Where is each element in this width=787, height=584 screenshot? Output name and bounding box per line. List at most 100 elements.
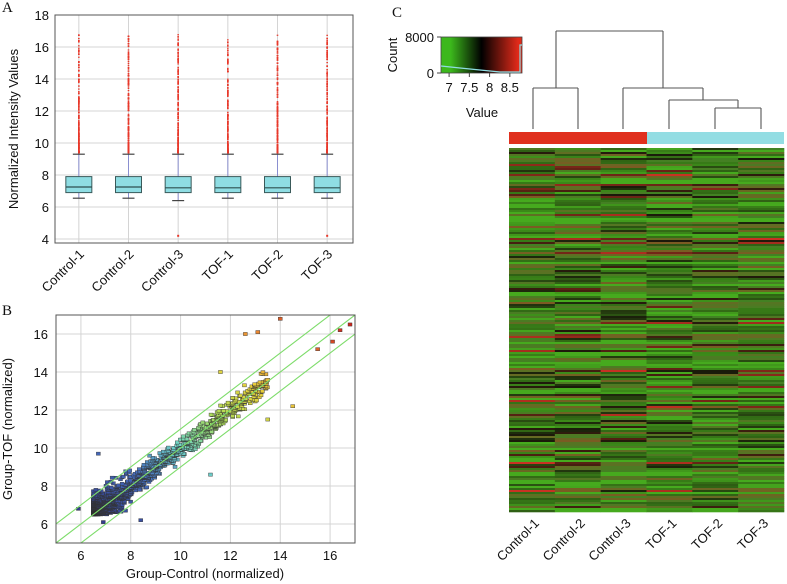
heatmap-cell: [554, 282, 601, 285]
heatmap-cell: [600, 458, 647, 461]
heatmap-cell: [600, 478, 647, 481]
heatmap-cell: [692, 296, 739, 299]
outlier-point: [127, 64, 130, 66]
outlier-point: [276, 144, 279, 146]
outlier-point: [78, 136, 80, 138]
heatmap-cell: [600, 330, 647, 333]
heatmap-cell: [600, 434, 647, 437]
heatmap-cell: [600, 198, 647, 201]
outlier-point: [326, 132, 328, 134]
outlier-point: [227, 45, 229, 47]
heatmap-cell: [554, 324, 601, 327]
heatmap-cell: [600, 276, 647, 279]
scatter-point: [141, 463, 147, 467]
outlier-point: [276, 123, 279, 126]
heatmap-cell: [600, 338, 647, 341]
outlier-point: [227, 99, 229, 101]
heatmap-cell: [646, 442, 693, 445]
heatmap-cell: [738, 334, 785, 337]
outlier-point: [326, 86, 328, 88]
outlier-point: [177, 55, 179, 57]
outlier-point: [326, 77, 328, 79]
heatmap-cell: [600, 412, 647, 415]
outlier-point: [177, 68, 179, 70]
heatmap-cell: [646, 242, 693, 245]
heatmap-cell: [509, 308, 556, 311]
heatmap-cell: [646, 310, 693, 313]
outlier-point: [227, 117, 229, 120]
heatmap-cell: [692, 412, 739, 415]
outlier-point: [276, 65, 279, 67]
outlier-point: [326, 100, 328, 102]
heatmap-cell: [646, 318, 693, 321]
heatmap-cell: [738, 322, 785, 325]
scatter-point: [96, 451, 101, 456]
heatmap-cell: [646, 266, 693, 269]
outlier-point: [78, 109, 80, 111]
panel-c-heatmap: C 8000 0 Count 7 7.5 8 8.5 Value: [385, 5, 785, 564]
outlier-point: [177, 34, 179, 36]
heatmap-cell: [692, 470, 739, 473]
heatmap-cell: [692, 318, 739, 321]
outlier-point: [127, 101, 130, 103]
outlier-point: [276, 94, 279, 96]
outlier-point: [127, 90, 130, 92]
heatmap-cell: [509, 454, 556, 457]
heatmap-cell: [600, 386, 647, 389]
outlier-point: [177, 126, 179, 128]
heatmap-cell: [554, 454, 601, 457]
heatmap-cell: [646, 296, 693, 299]
heatmap-cell: [509, 392, 556, 395]
outlier-point: [227, 124, 229, 126]
heatmap-cell: [554, 176, 601, 179]
outlier-point: [78, 103, 80, 106]
heatmap-cell: [509, 412, 556, 415]
heatmap-cell: [692, 304, 739, 307]
heatmap-cell: [738, 258, 785, 261]
outlier-point: [78, 102, 80, 104]
heatmap-cell: [554, 396, 601, 399]
heatmap-cell: [692, 442, 739, 445]
heatmap-cell: [738, 358, 785, 361]
heatmap-cell: [738, 382, 785, 385]
heatmap-cell: [554, 256, 601, 259]
heatmap-cell: [554, 428, 601, 431]
heatmap-cell: [600, 180, 647, 183]
heatmap-cell: [600, 262, 647, 265]
scatter-point: [255, 330, 261, 334]
outlier-point: [127, 135, 130, 138]
heatmap-cell: [692, 418, 739, 421]
outlier-point: [326, 57, 328, 59]
heatmap-cell: [646, 490, 693, 493]
outlier-point: [127, 54, 130, 56]
heatmap-cell: [509, 492, 556, 495]
panel-a-marks: [65, 34, 341, 237]
scatter-point: [150, 456, 156, 460]
outlier-point: [326, 145, 328, 147]
heatmap-cell: [554, 156, 601, 159]
outlier-point: [326, 80, 328, 83]
heatmap-cell: [646, 344, 693, 347]
outlier-point: [326, 40, 328, 42]
heatmap-cell: [692, 478, 739, 481]
heatmap-cell: [646, 216, 693, 219]
heatmap-cell: [646, 458, 693, 461]
heatmap-cell: [692, 354, 739, 357]
heatmap-cell: [646, 370, 693, 373]
heatmap-cell: [600, 160, 647, 163]
heatmap-cell: [646, 418, 693, 421]
heatmap-cell: [554, 326, 601, 329]
color-key-ylabel: Count: [385, 37, 400, 72]
heatmap-cell: [646, 426, 693, 429]
heatmap-cell: [738, 494, 785, 497]
outlier-point: [177, 102, 179, 104]
heatmap-cell: [738, 316, 785, 319]
heatmap-cell: [554, 206, 601, 209]
outlier-point: [227, 151, 229, 154]
outlier-point: [78, 151, 80, 154]
outlier-point: [177, 128, 179, 130]
heatmap-cell: [554, 252, 601, 255]
heatmap-cell: [554, 472, 601, 475]
heatmap-cell: [692, 320, 739, 323]
